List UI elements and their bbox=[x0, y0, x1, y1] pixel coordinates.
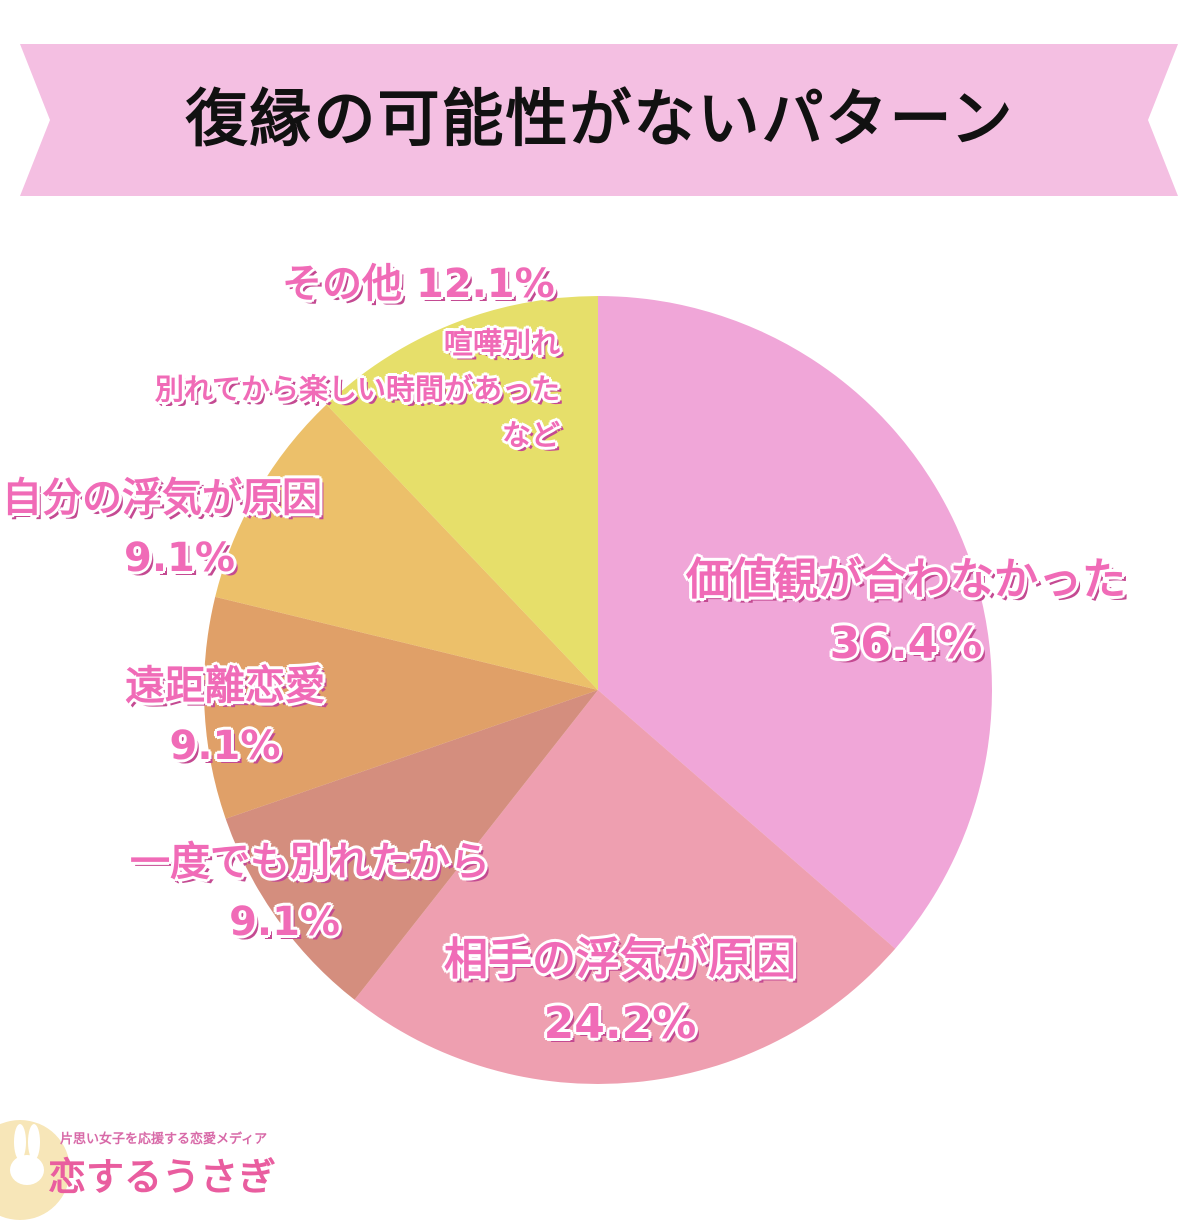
slice-label-4: 自分の浮気が原因 9.1% bbox=[2, 468, 402, 588]
slice-name: 価値観が合わなかった bbox=[686, 554, 1126, 605]
slice-name: 遠距離恋愛 bbox=[125, 663, 325, 709]
slice-label-1: 相手の浮気が原因 24.2% bbox=[380, 928, 860, 1056]
rabbit-icon bbox=[10, 1124, 44, 1185]
slice-label-0: 価値観が合わなかった 36.4% bbox=[626, 548, 1186, 676]
title-banner bbox=[20, 44, 1178, 196]
slice-name: その他 bbox=[282, 261, 402, 307]
pie-slice-1 bbox=[354, 690, 896, 1085]
pie-slice-5 bbox=[326, 296, 598, 690]
slice-percent: 12.1% bbox=[415, 261, 555, 307]
brand-tagline: 片思い女子を応援する恋愛メディア bbox=[60, 1132, 268, 1147]
pie-slice-4 bbox=[215, 404, 598, 690]
slice-label-2: 一度でも別れたから 9.1% bbox=[20, 832, 490, 952]
pie-slice-0 bbox=[598, 296, 993, 949]
chart-title: 復縁の可能性がないパターン bbox=[185, 82, 1015, 155]
slice-note-line: 別れてから楽しい時間があった bbox=[154, 372, 560, 406]
slice-name: 一度でも別れたから bbox=[130, 839, 490, 885]
brand-name: 恋するうさぎ bbox=[48, 1155, 277, 1199]
slice-percent: 9.1% bbox=[124, 535, 235, 581]
slice-percent: 24.2% bbox=[543, 998, 697, 1049]
slice-name: 相手の浮気が原因 bbox=[444, 934, 796, 985]
slice-label-3: 遠距離恋愛 9.1% bbox=[80, 656, 370, 776]
slice-percent: 9.1% bbox=[169, 723, 281, 769]
slice-note-line: 喧嘩別れ bbox=[443, 326, 560, 360]
brand-logo: 片思い女子を応援する恋愛メディア 恋するうさぎ bbox=[0, 1112, 330, 1220]
slice-label-5: その他 12.1% bbox=[282, 254, 622, 314]
slice-percent: 36.4% bbox=[829, 618, 983, 669]
slice-name: 自分の浮気が原因 bbox=[2, 475, 322, 521]
pie-slice-3 bbox=[204, 596, 598, 819]
slice-note: 喧嘩別れ 別れてから楽しい時間があった など bbox=[20, 320, 560, 458]
slice-note-line: など bbox=[501, 418, 560, 452]
slice-percent: 9.1% bbox=[229, 899, 340, 945]
pie-slice-2 bbox=[225, 690, 598, 1000]
